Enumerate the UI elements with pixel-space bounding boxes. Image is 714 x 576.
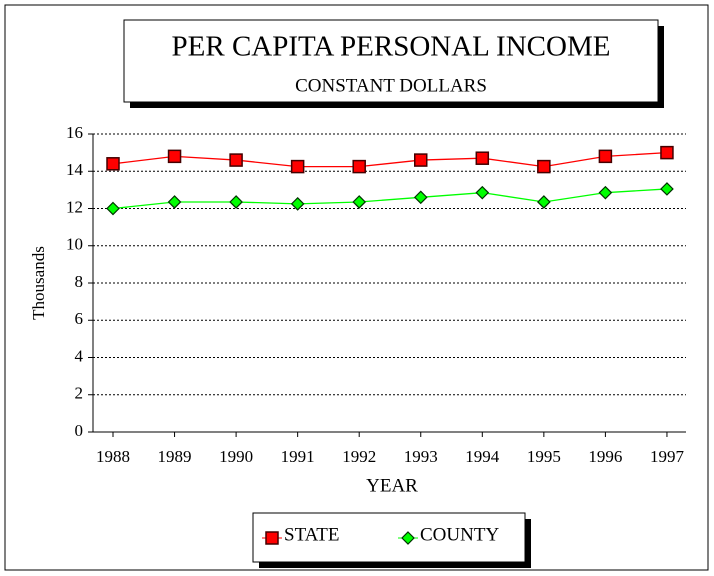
y-tick-label: 8 (75, 272, 84, 291)
data-point (414, 153, 428, 167)
data-point (537, 159, 551, 174)
y-tick-label: 2 (75, 384, 84, 403)
legend-marker (401, 531, 415, 545)
data-point (167, 195, 182, 209)
data-point (475, 185, 490, 200)
data-point (229, 195, 243, 209)
data-point (598, 185, 613, 200)
data-point (537, 195, 551, 209)
x-tick-label: 1993 (404, 447, 438, 466)
data-point (167, 149, 182, 164)
y-tick-label: 10 (66, 235, 83, 254)
y-tick-label: 6 (75, 309, 84, 328)
legend-box (252, 512, 526, 563)
data-point (290, 196, 305, 211)
y-tick-label: 0 (75, 421, 84, 440)
x-tick-label: 1992 (342, 447, 376, 466)
x-tick-label: 1994 (465, 447, 500, 466)
data-point (229, 153, 243, 167)
data-point (106, 157, 120, 171)
legend-marker (265, 531, 279, 545)
data-point (290, 159, 305, 174)
data-point (106, 201, 120, 216)
y-tick-label: 14 (66, 160, 84, 179)
data-point (352, 159, 366, 174)
x-tick-label: 1989 (158, 447, 192, 466)
x-tick-label: 1997 (650, 447, 685, 466)
x-axis-label: YEAR (366, 475, 418, 496)
title-box (123, 19, 659, 103)
data-point (598, 149, 613, 164)
chart-subtitle: CONSTANT DOLLARS (295, 75, 487, 96)
x-tick-label: 1990 (219, 447, 253, 466)
y-tick-label: 16 (66, 123, 83, 142)
y-tick-label: 12 (66, 197, 83, 216)
data-point (660, 145, 674, 160)
data-point (413, 190, 428, 205)
series-line (112, 151, 667, 168)
x-tick-label: 1991 (281, 447, 315, 466)
chart-title: PER CAPITA PERSONAL INCOME (172, 31, 611, 63)
data-point (660, 182, 674, 196)
y-tick-label: 4 (75, 346, 84, 365)
data-point (475, 151, 490, 165)
x-tick-label: 1995 (527, 447, 561, 466)
series-line (112, 188, 667, 210)
x-tick-label: 1988 (96, 447, 130, 466)
y-axis-label: Thousands (29, 246, 48, 320)
data-point (352, 195, 367, 209)
legend-label: STATE (284, 524, 339, 545)
legend-label: COUNTY (420, 524, 499, 545)
x-tick-label: 1996 (588, 447, 622, 466)
